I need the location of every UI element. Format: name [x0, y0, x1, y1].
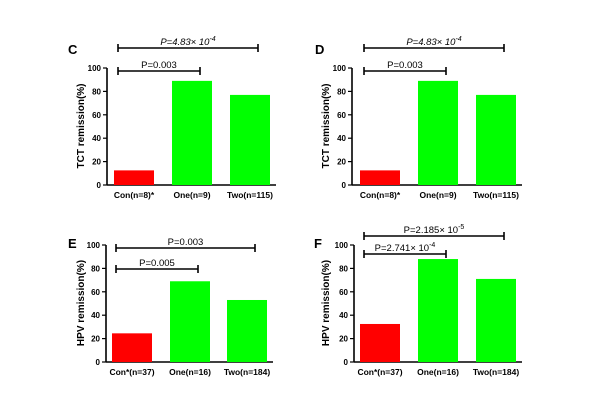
- y-tick-label: 40: [92, 134, 101, 143]
- y-tick-label: 0: [342, 181, 347, 190]
- bar-control: [360, 323, 400, 362]
- y-tick-label: 40: [339, 311, 348, 320]
- y-tick-label: 60: [339, 288, 348, 297]
- chart-panel-c: C TCT remission(%) 0 20 40 60 80 100 Con(n=8)* On…: [68, 36, 276, 200]
- y-tick-label: 0: [96, 358, 101, 367]
- chart-panel-f: F HPV remission(%) 0 20 40 60 80 100 Con*(n=37) O…: [314, 224, 522, 377]
- y-tick-label: 100: [333, 64, 347, 73]
- y-tick-label: 40: [337, 134, 346, 143]
- chart-panel-e: E HPV remission(%) 0 20 40 60 80 100 Con*(n=37) O…: [68, 236, 273, 377]
- category-label: One(n=9): [419, 190, 456, 200]
- chart-panel-d: D TCT remission(%) 0 20 40 60 80 100 Con(n=8)* On…: [315, 36, 522, 200]
- category-label: One(n=9): [173, 190, 210, 200]
- y-tick-label: 80: [337, 87, 346, 96]
- y-axis-label: TCT remission(%): [76, 83, 87, 168]
- category-label: Con*(n=37): [357, 367, 402, 377]
- bar-control: [360, 170, 400, 185]
- p-value-label: P=0.003: [141, 60, 177, 71]
- panel-letter: E: [68, 236, 77, 251]
- y-axis-label: TCT remission(%): [321, 83, 332, 168]
- y-tick-label: 0: [97, 181, 102, 190]
- bar-control: [114, 170, 154, 185]
- y-tick-label: 100: [88, 64, 102, 73]
- p-value-label: P=4.83× 10-4: [406, 36, 461, 48]
- y-tick-label: 80: [92, 87, 101, 96]
- p-value-label: P=0.003: [168, 237, 204, 248]
- bar-two: [230, 94, 270, 185]
- category-label: Two(n=115): [473, 190, 519, 200]
- y-tick-label: 60: [91, 288, 100, 297]
- bar-one: [170, 281, 210, 362]
- category-label: Con(n=8)*: [360, 190, 401, 200]
- category-label: Two(n=115): [227, 190, 273, 200]
- y-tick-label: 60: [337, 111, 346, 120]
- y-tick-label: 20: [339, 335, 348, 344]
- p-value-label: P=0.003: [387, 60, 423, 71]
- y-axis-label: HPV remission(%): [76, 260, 87, 346]
- bar-two: [476, 278, 516, 362]
- category-label: One(n=16): [169, 367, 211, 377]
- y-tick-label: 20: [337, 158, 346, 167]
- y-tick-label: 0: [344, 358, 349, 367]
- y-tick-label: 80: [339, 264, 348, 273]
- panel-letter: D: [315, 42, 324, 57]
- p-value-label: P=2.741× 10-4: [375, 242, 436, 254]
- category-label: One(n=16): [417, 367, 459, 377]
- y-tick-label: 40: [91, 311, 100, 320]
- bar-one: [418, 259, 458, 362]
- panel-letter: F: [314, 236, 322, 251]
- p-value-label: P=2.185× 10-5: [404, 224, 465, 236]
- bar-two: [476, 94, 516, 185]
- category-label: Two(n=184): [224, 367, 271, 377]
- p-value-label: P=4.83× 10-4: [160, 36, 215, 48]
- bar-two: [227, 299, 267, 362]
- y-tick-label: 20: [92, 158, 101, 167]
- p-value-label: P=0.005: [139, 258, 175, 269]
- category-label: Con(n=8)*: [114, 190, 155, 200]
- panel-letter: C: [68, 42, 78, 57]
- category-label: Con*(n=37): [109, 367, 154, 377]
- y-tick-label: 80: [91, 264, 100, 273]
- bar-control: [112, 333, 152, 362]
- y-tick-label: 100: [87, 241, 101, 250]
- bar-one: [172, 80, 212, 185]
- y-tick-label: 60: [92, 111, 101, 120]
- category-label: Two(n=184): [473, 367, 520, 377]
- y-axis-label: HPV remission(%): [321, 260, 332, 346]
- y-tick-label: 20: [91, 335, 100, 344]
- bar-one: [418, 80, 458, 185]
- y-tick-label: 100: [335, 241, 349, 250]
